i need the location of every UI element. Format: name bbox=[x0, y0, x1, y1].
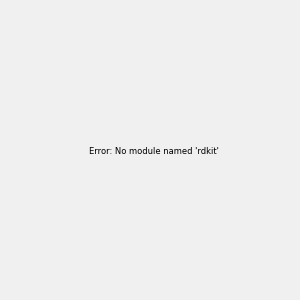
Text: Error: No module named 'rdkit': Error: No module named 'rdkit' bbox=[89, 147, 219, 156]
